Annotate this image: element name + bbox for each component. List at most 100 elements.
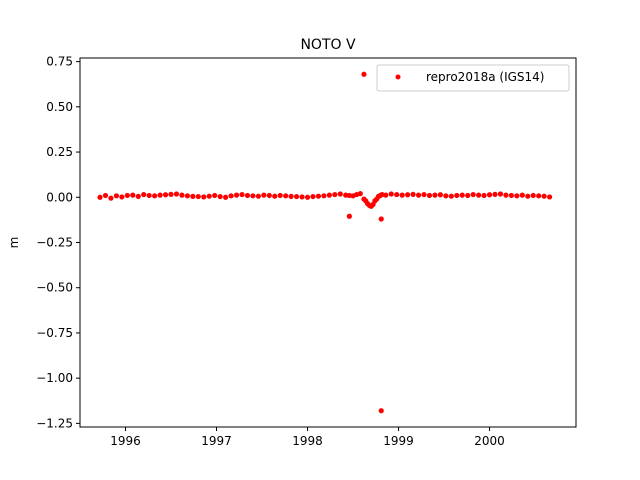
data-point bbox=[239, 191, 245, 198]
data-point bbox=[113, 193, 120, 199]
data-point bbox=[272, 193, 278, 199]
data-point bbox=[130, 192, 136, 198]
data-point bbox=[124, 192, 130, 199]
data-point bbox=[486, 192, 493, 198]
data-point bbox=[162, 192, 169, 198]
data-point bbox=[184, 193, 190, 199]
data-point bbox=[378, 408, 384, 414]
data-point bbox=[157, 192, 163, 198]
data-point bbox=[195, 193, 201, 200]
data-point bbox=[141, 191, 147, 198]
data-point bbox=[266, 192, 272, 199]
data-point bbox=[97, 194, 103, 200]
data-point bbox=[476, 192, 482, 198]
legend-marker bbox=[395, 74, 401, 80]
data-point bbox=[310, 193, 316, 200]
data-point bbox=[525, 193, 531, 199]
data-point bbox=[217, 193, 223, 200]
y-tick-label: −1.00 bbox=[36, 371, 73, 385]
data-point bbox=[304, 194, 311, 200]
data-point bbox=[206, 193, 212, 199]
data-point bbox=[410, 191, 416, 197]
data-point bbox=[288, 193, 294, 199]
data-point bbox=[492, 191, 498, 197]
legend-box bbox=[376, 64, 570, 92]
data-point bbox=[465, 192, 471, 199]
data-point bbox=[228, 193, 234, 199]
data-point bbox=[399, 192, 405, 198]
data-point bbox=[503, 192, 509, 198]
data-point bbox=[470, 191, 476, 198]
data-point bbox=[405, 192, 411, 198]
data-point bbox=[481, 192, 487, 199]
data-point bbox=[201, 194, 207, 200]
data-point bbox=[108, 195, 114, 201]
y-tick-label: −1.25 bbox=[36, 416, 73, 430]
data-point bbox=[283, 193, 289, 199]
y-axis-label: m bbox=[7, 237, 21, 249]
data-point bbox=[173, 191, 180, 197]
data-point bbox=[378, 216, 384, 222]
data-point bbox=[261, 192, 267, 198]
data-point bbox=[190, 193, 196, 199]
x-tick-label: 1998 bbox=[292, 434, 323, 448]
data-point bbox=[321, 193, 327, 199]
data-point bbox=[337, 191, 343, 197]
y-axis: 0.75 0.50 0.25 0.00 −0.25 −0.50 −0.75 −1.00 −1.2… bbox=[36, 55, 80, 430]
data-point bbox=[547, 194, 553, 200]
data-point bbox=[102, 192, 109, 199]
data-point bbox=[255, 193, 261, 199]
plot-area bbox=[79, 57, 577, 428]
data-point bbox=[326, 192, 332, 198]
legend: repro2018a (IGS14) bbox=[376, 64, 570, 92]
y-tick-label: −0.25 bbox=[36, 236, 73, 250]
data-point bbox=[443, 193, 449, 199]
data-point bbox=[541, 193, 547, 199]
y-tick-label: −0.50 bbox=[36, 281, 73, 295]
data-point bbox=[536, 193, 542, 199]
data-point bbox=[244, 192, 251, 199]
data-point bbox=[168, 191, 174, 197]
data-point bbox=[299, 194, 305, 200]
data-point bbox=[152, 193, 158, 199]
data-point bbox=[394, 191, 400, 198]
data-point bbox=[421, 191, 427, 198]
y-tick-label: 0.00 bbox=[46, 190, 73, 204]
y-tick-label: 0.50 bbox=[46, 100, 73, 114]
x-tick-label: 1996 bbox=[110, 434, 141, 448]
data-point bbox=[415, 192, 422, 198]
data-point bbox=[361, 71, 367, 77]
data-point bbox=[277, 192, 283, 199]
data-point bbox=[250, 193, 256, 199]
y-tick-label: 0.75 bbox=[46, 55, 73, 69]
data-point bbox=[315, 193, 322, 199]
data-point bbox=[332, 191, 338, 198]
data-point bbox=[212, 192, 218, 199]
data-point bbox=[357, 191, 363, 197]
legend-label: repro2018a (IGS14) bbox=[426, 70, 544, 84]
data-point bbox=[448, 193, 454, 199]
data-point bbox=[508, 192, 514, 199]
data-point bbox=[459, 192, 465, 198]
data-point bbox=[437, 192, 443, 198]
data-point bbox=[119, 194, 125, 200]
data-point bbox=[346, 213, 352, 219]
data-point bbox=[383, 192, 389, 198]
data-point bbox=[233, 192, 240, 198]
data-point bbox=[388, 191, 394, 197]
chart-title: NOTO V bbox=[300, 37, 356, 53]
data-point bbox=[530, 192, 536, 199]
x-tick-label: 2000 bbox=[474, 434, 505, 448]
data-point bbox=[454, 192, 460, 199]
data-point bbox=[519, 192, 525, 198]
y-tick-label: 0.25 bbox=[46, 145, 73, 159]
data-point bbox=[294, 193, 300, 200]
data-point bbox=[426, 192, 433, 199]
x-axis: 1996 1997 1998 1999 2000 bbox=[110, 427, 505, 448]
plot-frame bbox=[79, 57, 577, 428]
data-point bbox=[432, 192, 438, 198]
data-point bbox=[514, 193, 520, 199]
y-tick-label: −0.75 bbox=[36, 326, 73, 340]
x-tick-label: 1997 bbox=[201, 434, 232, 448]
